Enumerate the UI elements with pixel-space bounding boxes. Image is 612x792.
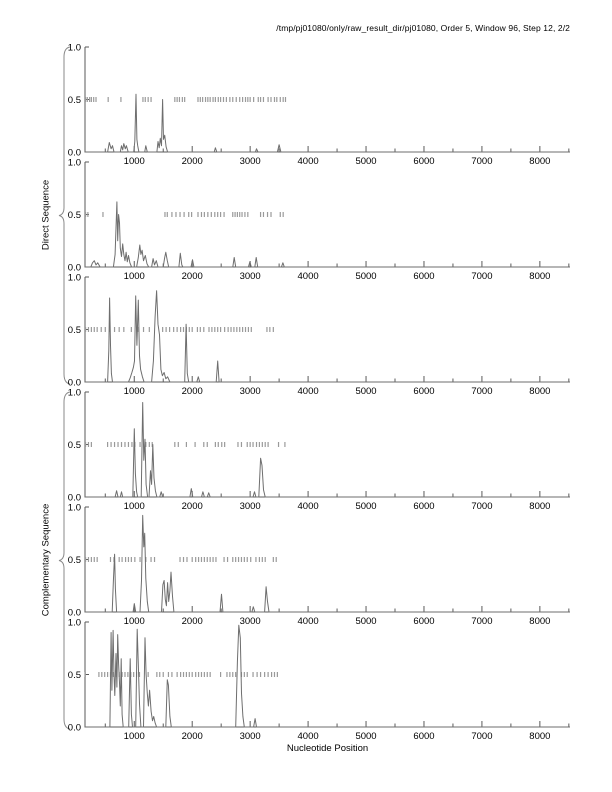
panel-6-plot: 0.0 0.5 1.0 1000 2000 3000 4000 5000 6000 7000 800… xyxy=(68,618,570,742)
panel-3-plot: 0.0 0.5 1.0 1000 2000 3000 4000 5000 6000 7000 800… xyxy=(68,273,570,397)
x-tick-label: 7000 xyxy=(471,501,492,512)
x-tick-label: 4000 xyxy=(298,156,319,167)
signal-curve xyxy=(85,514,570,613)
x-tick-label: 6000 xyxy=(413,616,434,627)
x-tick-label: 3000 xyxy=(240,271,261,282)
x-tick-label: 5000 xyxy=(355,156,376,167)
axis-lines xyxy=(84,507,570,613)
panel-1-plot: 0.0 0.5 1.0 1000 2000 3000 4000 5000 6000 7000 800… xyxy=(68,43,570,167)
signal-curve xyxy=(85,93,570,153)
x-tick-label: 3000 xyxy=(240,386,261,397)
x-tick-label: 8000 xyxy=(529,156,550,167)
orf-markers xyxy=(84,327,274,332)
x-tick-label: 5000 xyxy=(355,386,376,397)
x-tick-label: 6000 xyxy=(413,156,434,167)
orf-markers xyxy=(84,212,284,217)
x-tick-label: 5000 xyxy=(355,731,376,742)
y-tick-label: 1.0 xyxy=(68,388,81,399)
axis-lines xyxy=(84,392,570,498)
x-tick-label: 7000 xyxy=(471,271,492,282)
x-tick-label: 8000 xyxy=(529,501,550,512)
axis-lines xyxy=(84,622,570,728)
y-tick-label: 0.0 xyxy=(68,148,81,159)
y-tick-label: 0.0 xyxy=(68,608,81,619)
x-tick-label: 2000 xyxy=(182,731,203,742)
x-tick-label: 4000 xyxy=(298,616,319,627)
x-tick-label: 2000 xyxy=(182,156,203,167)
x-tick-label: 7000 xyxy=(471,731,492,742)
x-tick-label: 4000 xyxy=(298,271,319,282)
y-tick-label: 0.5 xyxy=(68,95,81,106)
x-tick-label: 5000 xyxy=(355,271,376,282)
x-tick-label: 1000 xyxy=(124,386,145,397)
signal-curve xyxy=(85,201,570,268)
orf-markers xyxy=(84,557,277,562)
x-tick-label: 7000 xyxy=(471,386,492,397)
x-tick-label: 2000 xyxy=(182,501,203,512)
y-tick-label: 0.5 xyxy=(68,325,81,336)
x-tick-label: 8000 xyxy=(529,386,550,397)
signal-curve xyxy=(85,290,570,383)
y-tick-label: 0.5 xyxy=(68,670,81,681)
orf-markers xyxy=(84,97,287,102)
x-tick-label: 4000 xyxy=(298,386,319,397)
x-tick-label: 1000 xyxy=(124,616,145,627)
axis-lines xyxy=(84,162,570,268)
y-tick-label: 1.0 xyxy=(68,43,81,54)
plot-title: /tmp/pj01080/only/raw_result_dir/pj01080… xyxy=(276,23,570,33)
x-tick-label: 1000 xyxy=(124,731,145,742)
x-tick-label: 6000 xyxy=(413,731,434,742)
x-tick-label: 2000 xyxy=(182,386,203,397)
x-tick-label: 3000 xyxy=(240,501,261,512)
x-tick-label: 5000 xyxy=(355,501,376,512)
y-tick-label: 0.0 xyxy=(68,493,81,504)
panel-4-plot: 0.0 0.5 1.0 1000 2000 3000 4000 5000 6000 7000 800… xyxy=(68,388,570,512)
x-tick-label: 1000 xyxy=(124,501,145,512)
axis-lines xyxy=(84,47,570,153)
x-tick-label: 2000 xyxy=(182,271,203,282)
x-tick-label: 8000 xyxy=(529,271,550,282)
signal-curve xyxy=(85,402,570,498)
y-tick-label: 1.0 xyxy=(68,618,81,629)
y-tick-label: 0.0 xyxy=(68,263,81,274)
x-tick-label: 1000 xyxy=(124,271,145,282)
y-tick-label: 0.0 xyxy=(68,723,81,734)
y-tick-label: 0.5 xyxy=(68,440,81,451)
signal-curve xyxy=(85,624,570,728)
y-tick-label: 0.5 xyxy=(68,210,81,221)
x-tick-label: 5000 xyxy=(355,616,376,627)
x-tick-label: 3000 xyxy=(240,616,261,627)
x-tick-label: 3000 xyxy=(240,156,261,167)
x-tick-label: 4000 xyxy=(298,501,319,512)
x-tick-label: 2000 xyxy=(182,616,203,627)
y-tick-label: 0.0 xyxy=(68,378,81,389)
orf-markers xyxy=(84,442,286,447)
panel-5-plot: 0.0 0.5 1.0 1000 2000 3000 4000 5000 6000 7000 800… xyxy=(68,503,570,627)
y-tick-label: 1.0 xyxy=(68,273,81,284)
x-tick-label: 6000 xyxy=(413,386,434,397)
x-tick-label: 8000 xyxy=(529,731,550,742)
y-tick-label: 1.0 xyxy=(68,158,81,169)
x-axis-title: Nucleotide Position xyxy=(286,743,369,754)
x-tick-label: 7000 xyxy=(471,616,492,627)
x-tick-label: 1000 xyxy=(124,156,145,167)
y-tick-label: 0.5 xyxy=(68,555,81,566)
x-tick-label: 6000 xyxy=(413,501,434,512)
x-tick-label: 7000 xyxy=(471,156,492,167)
x-tick-label: 4000 xyxy=(298,731,319,742)
x-tick-label: 3000 xyxy=(240,731,261,742)
panel-2-plot: 0.0 0.5 1.0 1000 2000 3000 4000 5000 6000 7000 800… xyxy=(68,158,570,282)
axis-lines xyxy=(84,277,570,383)
x-tick-label: 8000 xyxy=(529,616,550,627)
x-tick-label: 6000 xyxy=(413,271,434,282)
y-tick-label: 1.0 xyxy=(68,503,81,514)
